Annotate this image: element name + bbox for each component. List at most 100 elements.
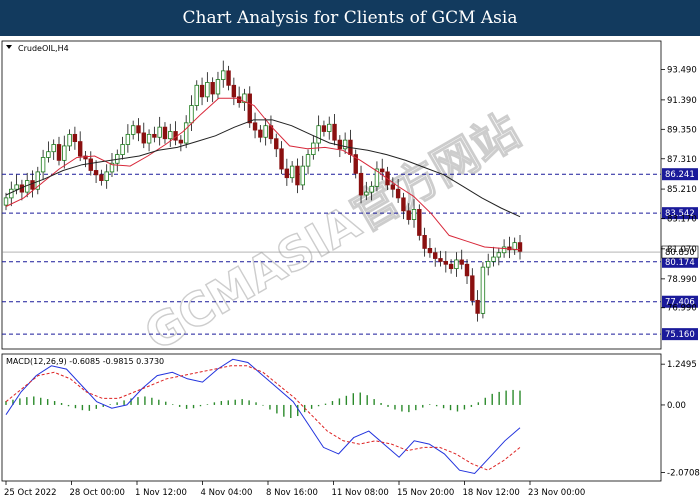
macd-histogram-layer: [5, 389, 521, 418]
candle-body: [120, 144, 125, 155]
levels-layer: 86.241 83.542 80.174 77.406 75.160 80.850: [2, 168, 699, 341]
candle-body: [242, 93, 247, 104]
candle-body: [99, 174, 104, 181]
ma-fast-line: [5, 97, 521, 251]
candle-body: [406, 210, 411, 220]
candle-body: [136, 125, 141, 134]
macd-y-tick-label: 1.2495: [667, 360, 697, 370]
price-panel: CrudeOIL,H4 GCMASIA官方网站 86.24183.54280.1…: [1, 40, 699, 362]
y-tick-label: 78.990: [667, 275, 697, 285]
candle-body: [358, 172, 364, 196]
candle-body: [183, 122, 189, 144]
macd-panel-frame: [1, 353, 662, 482]
candle-body: [62, 145, 67, 161]
x-tick-label: 15 Nov 20:00: [397, 488, 454, 498]
candle-body: [72, 133, 78, 142]
level-tag: [662, 328, 698, 341]
symbol-label: CrudeOIL,H4: [18, 44, 69, 53]
x-tick-label: 11 Nov 08:00: [332, 488, 389, 498]
candle-body: [374, 168, 380, 187]
candle-body: [517, 242, 523, 252]
candle-body: [162, 126, 168, 140]
candle-body: [369, 185, 374, 193]
moving-averages-layer: [5, 97, 521, 251]
candle-body: [321, 125, 327, 132]
x-tick-label: 23 Nov 00:00: [528, 488, 585, 498]
candle-body: [88, 158, 93, 171]
candle-body: [51, 144, 56, 153]
chart-title: Chart Analysis for Clients of GCM Asia: [0, 0, 700, 36]
candle-body: [491, 256, 496, 262]
candle-body: [125, 133, 131, 145]
macd-signal-line: [5, 365, 521, 471]
symbol-dropdown-icon[interactable]: [6, 45, 12, 49]
candle-body: [433, 252, 438, 259]
candle-body: [417, 209, 422, 236]
candle-body: [454, 259, 459, 270]
y-tick-label: 93.490: [667, 66, 697, 76]
candle-body: [221, 70, 226, 80]
candle-body: [486, 260, 491, 268]
candle-body: [252, 122, 258, 131]
candle-body: [475, 299, 480, 314]
y-tick-label: 76.990: [667, 304, 697, 314]
candle-body: [205, 82, 210, 98]
macd-main-line: [5, 358, 521, 475]
x-tick-label: 18 Nov 12:00: [463, 488, 520, 498]
candle-body: [157, 126, 162, 138]
x-tick-label: 28 Oct 00:00: [70, 488, 125, 498]
candle-body: [327, 123, 332, 132]
price-y-axis: 93.490 91.390 89.350 87.310 85.210 83.170 81.0…: [661, 66, 697, 314]
x-tick-label: 1 Nov 12:00: [135, 488, 187, 498]
level-tag: [662, 295, 698, 308]
candle-body: [364, 191, 369, 196]
candle-body: [83, 155, 88, 160]
candle-body: [480, 266, 486, 314]
level-tag: [662, 168, 698, 181]
candle-body: [199, 84, 205, 98]
candle-body: [390, 184, 396, 190]
price-panel-frame: [1, 40, 662, 350]
candle-body: [401, 197, 406, 212]
y-tick-label: 83.170: [667, 215, 697, 225]
y-tick-label: 81.070: [667, 245, 697, 255]
candle-body: [226, 70, 231, 86]
time-x-axis: 25 Oct 2022 28 Oct 00:00 1 Nov 12:00 4 Nov …: [4, 481, 585, 498]
candle-body: [300, 165, 305, 186]
candle-body: [332, 123, 337, 141]
candle-body: [395, 188, 401, 199]
candle-body: [14, 184, 19, 190]
candle-body: [342, 139, 348, 150]
ma-slow-line: [5, 119, 521, 218]
candle-body: [337, 139, 343, 150]
candle-body: [152, 133, 157, 138]
level-label: 77.406: [665, 298, 695, 308]
level-label: 80.174: [665, 258, 695, 268]
candle-body: [295, 165, 300, 186]
candle-body: [215, 79, 221, 95]
x-tick-label: 25 Oct 2022: [4, 488, 57, 498]
candle-body: [512, 242, 517, 251]
candle-body: [231, 84, 237, 98]
candle-body: [40, 157, 46, 173]
candle-body: [274, 138, 279, 150]
candle-body: [178, 139, 184, 144]
candle-body: [258, 129, 263, 138]
current-price-tag: [661, 245, 699, 259]
candle-body: [109, 162, 115, 173]
candle-body: [189, 105, 194, 124]
candle-body: [316, 125, 321, 144]
macd-y-tick-label: -2.0708: [667, 469, 700, 479]
candle-body: [438, 258, 443, 262]
candle-body: [279, 148, 284, 170]
candle-body: [501, 246, 507, 254]
candle-body: [104, 171, 109, 181]
macd-lines-layer: [5, 358, 521, 475]
level-tag: [662, 207, 698, 220]
candle-body: [305, 154, 311, 167]
candle-body: [56, 144, 62, 161]
candle-body: [353, 154, 358, 174]
x-tick-label: 4 Nov 04:00: [201, 488, 253, 498]
candle-body: [130, 125, 136, 135]
candle-body: [247, 93, 252, 124]
